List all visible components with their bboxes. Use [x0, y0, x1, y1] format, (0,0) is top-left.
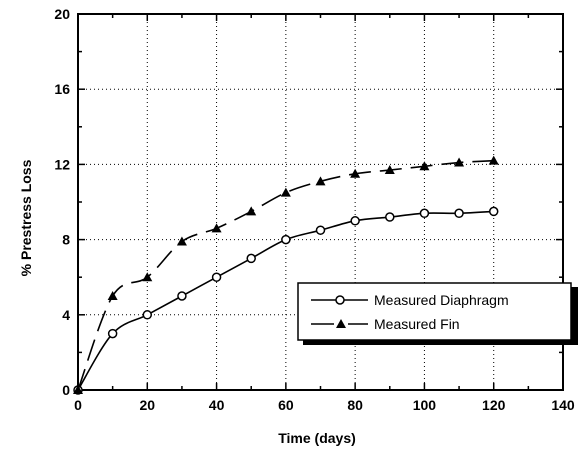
fin-data-point: [73, 385, 83, 394]
diaphragm-data-point: [419, 208, 430, 219]
y-tick-label: 12: [54, 156, 70, 172]
legend-box: [297, 282, 572, 341]
diaphragm-data-point: [177, 291, 187, 301]
legend-item-diaphragm: Measured Diaphragm: [311, 292, 509, 308]
legend-diaphragm-marker: [335, 295, 345, 305]
y-axis-title: % Prestress Loss: [18, 159, 34, 276]
fin-data-point: [384, 165, 395, 175]
y-tick-label: 4: [62, 307, 70, 323]
diaphragm-data-point: [488, 206, 499, 217]
fin-data-point: [142, 272, 153, 282]
diaphragm-data-point: [315, 225, 326, 235]
fin-data-point: [107, 291, 118, 300]
diaphragm-data-point: [246, 253, 256, 264]
fin-data-point: [315, 176, 326, 186]
x-tick-label: 120: [482, 397, 506, 413]
legend-diaphragm-label: Measured Diaphragm: [374, 292, 509, 308]
x-axis-title: Time (days): [278, 430, 356, 446]
diaphragm-data-point: [281, 234, 291, 245]
x-tick-label: 20: [139, 397, 155, 413]
fin-data-point: [211, 223, 222, 233]
x-tick-label: 140: [551, 397, 575, 413]
fin-data-point: [488, 155, 499, 165]
fin-data-point: [350, 168, 361, 178]
series: [73, 155, 499, 395]
fin-data-point: [280, 187, 291, 197]
x-tick-label: 60: [278, 397, 294, 413]
axes: [77, 13, 564, 391]
fin-data-point: [454, 157, 465, 167]
diaphragm-data-point: [211, 272, 222, 282]
fin-data-point: [419, 161, 430, 171]
diaphragm-data-point: [385, 212, 395, 222]
x-tick-label: 100: [413, 397, 437, 413]
diaphragm-data-point: [350, 216, 360, 226]
x-tick-label: 80: [347, 397, 363, 413]
x-tick-label: 0: [74, 397, 82, 413]
diaphragm-data-point: [454, 208, 464, 219]
y-tick-label: 16: [54, 81, 70, 97]
y-tick-label: 20: [54, 6, 70, 22]
fin-data-point: [246, 206, 257, 216]
legend-fin-label: Measured Fin: [374, 316, 460, 332]
y-tick-label: 0: [62, 382, 70, 398]
fin-data-point: [176, 236, 187, 246]
tick-labels: 0 20 40 60 80 100 120 140 0 4 8 12 16 20: [54, 6, 574, 413]
diaphragm-data-point: [142, 310, 153, 320]
x-tick-label: 40: [209, 397, 225, 413]
diaphragm-data-point: [107, 328, 118, 339]
legend-item-fin: Measured Fin: [311, 316, 460, 332]
legend: Measured Diaphragm Measured Fin: [297, 282, 578, 345]
legend-fin-marker: [336, 319, 346, 328]
y-tick-label: 8: [62, 232, 70, 248]
